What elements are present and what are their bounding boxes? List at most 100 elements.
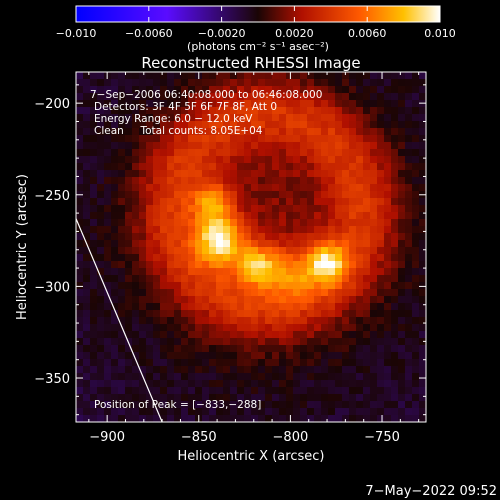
heatmap-cell — [202, 212, 210, 220]
heatmap-cell — [391, 226, 399, 234]
heatmap-cell — [202, 219, 210, 227]
heatmap-cell — [125, 142, 133, 150]
heatmap-cell — [349, 156, 357, 164]
heatmap-cell — [118, 275, 126, 283]
heatmap-cell — [342, 303, 350, 311]
heatmap-cell — [321, 345, 329, 353]
heatmap-cell — [279, 86, 287, 94]
heatmap-cell — [90, 156, 98, 164]
heatmap-cell — [188, 156, 196, 164]
heatmap-cell — [146, 142, 154, 150]
heatmap-cell — [419, 205, 426, 213]
heatmap-cell — [286, 191, 294, 199]
heatmap-cell — [195, 135, 203, 143]
heatmap-cell — [314, 261, 322, 269]
heatmap-cell — [174, 100, 182, 108]
heatmap-cell — [216, 324, 224, 332]
heatmap-cell — [293, 352, 301, 360]
heatmap-cell — [153, 359, 161, 367]
heatmap-cell — [370, 352, 378, 360]
heatmap-cell — [111, 198, 119, 206]
heatmap-cell — [391, 408, 399, 416]
heatmap-cell — [335, 268, 343, 276]
heatmap-cell — [174, 79, 182, 87]
heatmap-cell — [76, 219, 84, 227]
heatmap-cell — [328, 93, 336, 101]
heatmap-cell — [237, 219, 245, 227]
heatmap-cell — [258, 359, 266, 367]
heatmap-cell — [286, 121, 294, 129]
heatmap-cell — [384, 149, 392, 157]
heatmap-cell — [216, 408, 224, 416]
heatmap-cell — [412, 310, 420, 318]
heatmap-cell — [328, 366, 336, 374]
heatmap-cell — [300, 254, 308, 262]
heatmap-cell — [90, 205, 98, 213]
heatmap-cell — [384, 142, 392, 150]
heatmap-cell — [265, 212, 273, 220]
heatmap-cell — [356, 142, 364, 150]
heatmap-cell — [405, 79, 413, 87]
heatmap-cell — [286, 282, 294, 290]
heatmap-cell — [384, 247, 392, 255]
heatmap-cell — [97, 107, 105, 115]
heatmap-cell — [321, 401, 329, 409]
heatmap-cell — [251, 380, 259, 388]
heatmap-cell — [125, 331, 133, 339]
heatmap-cell — [181, 338, 189, 346]
heatmap-cell — [139, 233, 147, 241]
heatmap-cell — [300, 240, 308, 248]
heatmap-cell — [125, 198, 133, 206]
heatmap-cell — [342, 100, 350, 108]
heatmap-cell — [363, 247, 371, 255]
heatmap-cell — [90, 289, 98, 297]
heatmap-cell — [377, 128, 385, 136]
heatmap-cell — [216, 268, 224, 276]
heatmap-cell — [405, 100, 413, 108]
heatmap-cell — [314, 275, 322, 283]
heatmap-cell — [398, 331, 406, 339]
heatmap-cell — [251, 233, 259, 241]
heatmap-cell — [83, 408, 91, 416]
heatmap-cell — [391, 331, 399, 339]
heatmap-cell — [370, 366, 378, 374]
heatmap-cell — [377, 359, 385, 367]
colorbar-tick-label: −0.010 — [56, 27, 97, 40]
heatmap-cell — [328, 191, 336, 199]
footer-date: 7−May−2022 09:52 — [365, 484, 497, 499]
heatmap-cell — [419, 72, 426, 80]
heatmap-cell — [223, 338, 231, 346]
heatmap-cell — [97, 352, 105, 360]
heatmap-cell — [90, 296, 98, 304]
heatmap-cell — [83, 156, 91, 164]
heatmap-cell — [258, 408, 266, 416]
heatmap-cell — [342, 212, 350, 220]
heatmap-cell — [279, 72, 287, 80]
heatmap-cell — [342, 86, 350, 94]
heatmap-cell — [181, 121, 189, 129]
heatmap-cell — [391, 135, 399, 143]
heatmap-cell — [111, 79, 119, 87]
heatmap-cell — [153, 317, 161, 325]
heatmap-cell — [391, 261, 399, 269]
heatmap-cell — [356, 149, 364, 157]
heatmap-cell — [132, 114, 140, 122]
heatmap-cell — [251, 352, 259, 360]
heatmap-cell — [209, 79, 217, 87]
heatmap-cell — [209, 366, 217, 374]
x-tick-label: −750 — [364, 430, 400, 445]
heatmap-cell — [230, 93, 238, 101]
heatmap-cell — [398, 121, 406, 129]
heatmap-cell — [328, 72, 336, 80]
heatmap-cell — [104, 135, 112, 143]
heatmap-cell — [76, 387, 84, 395]
heatmap-cell — [244, 233, 252, 241]
heatmap-cell — [251, 163, 259, 171]
heatmap-cell — [111, 191, 119, 199]
heatmap-cell — [216, 296, 224, 304]
heatmap-cell — [230, 261, 238, 269]
heatmap-cell — [223, 331, 231, 339]
heatmap-cell — [363, 415, 371, 422]
heatmap-cell — [195, 331, 203, 339]
heatmap-cell — [314, 282, 322, 290]
